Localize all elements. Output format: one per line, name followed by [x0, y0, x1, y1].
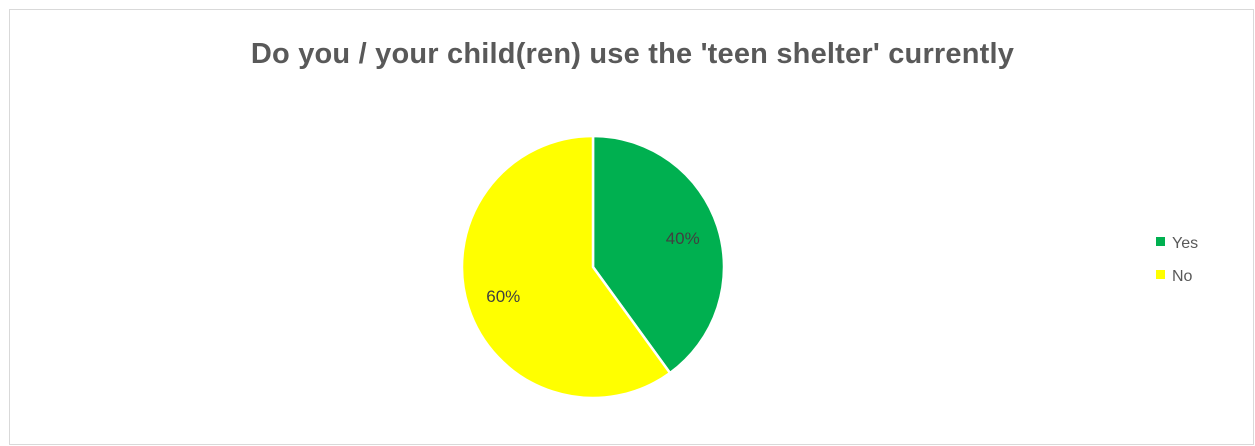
- chart-area: Do you / your child(ren) use the 'teen s…: [9, 9, 1254, 445]
- pie-chart: 40% 60% Yes No: [460, 134, 1198, 400]
- pie-slice-yes: [591, 134, 726, 375]
- legend-label-no: No: [1172, 268, 1193, 285]
- pie-slice-no: [460, 134, 672, 400]
- legend-label-yes: Yes: [1172, 235, 1198, 252]
- chart-title: Do you / your child(ren) use the 'teen s…: [250, 38, 1015, 70]
- legend-swatch-yes: [1156, 237, 1165, 246]
- data-label-yes: 40%: [666, 229, 700, 248]
- legend-swatch-no: [1156, 270, 1165, 279]
- data-label-no: 60%: [486, 287, 520, 306]
